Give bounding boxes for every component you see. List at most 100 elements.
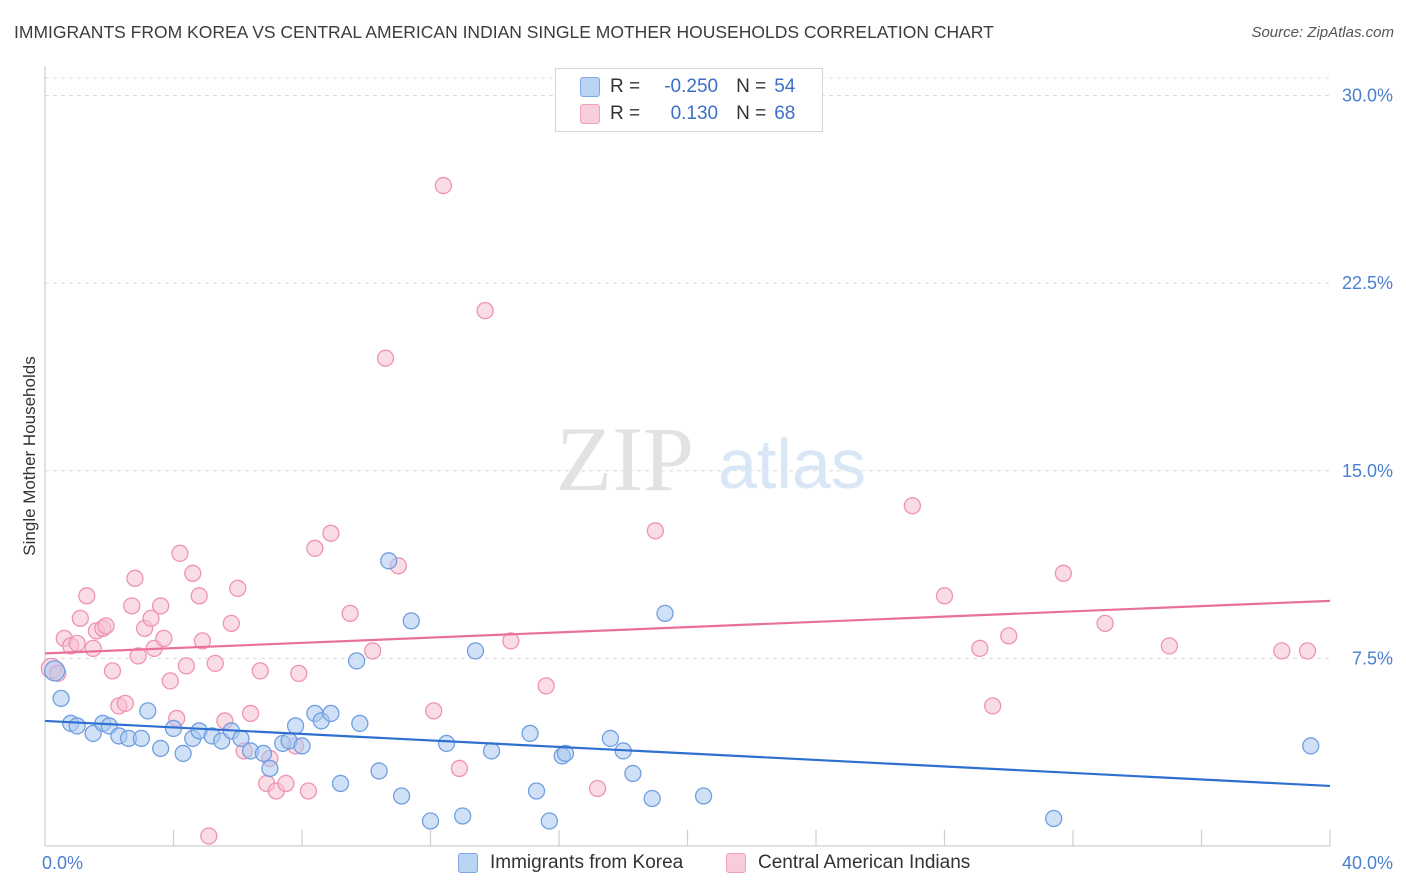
data-point [1000,627,1018,645]
data-point [177,657,196,675]
axes [44,66,1331,847]
data-point [254,744,273,763]
y-tick-label: 30.0% [1342,86,1393,106]
data-point [68,634,86,653]
data-point [370,762,388,780]
trend-line-cai [44,599,1331,655]
data-point [290,664,308,683]
data-point [646,522,665,540]
bottom-legend-korea: Immigrants from Korea [458,852,683,874]
data-point [437,734,456,753]
data-point [129,647,147,665]
data-point [482,742,501,760]
data-point [193,632,212,650]
correlation-legend: R = -0.250 N = 54 R = 0.130 N = 68 [555,68,823,132]
legend-n-value: 68 [774,103,796,124]
data-point [126,569,144,587]
legend-row-cai: R = 0.130 N = 68 [580,101,795,127]
data-point [1298,642,1317,660]
data-point [84,639,102,658]
y-axis-label: Single Mother Households [20,356,39,555]
data-point [903,497,922,515]
data-point [103,662,122,680]
data-point [380,552,398,570]
data-point [161,672,179,690]
data-point [402,612,420,630]
data-point [588,779,607,798]
legend-n-label: N = [736,76,767,97]
data-point [116,694,134,713]
gridlines [45,77,1330,659]
data-point [341,604,359,622]
legend-n-label: N = [736,103,767,124]
legend-row-korea: R = -0.250 N = 54 [580,74,795,100]
watermark-atlas: atlas [718,425,866,503]
data-point [971,639,989,658]
data-point [200,827,218,845]
data-point [521,724,539,743]
data-point [142,609,160,628]
data-point [434,176,453,195]
data-point [71,609,89,628]
y-tick-label: 15.0% [1342,461,1393,481]
legend-r-label: R = [610,76,641,97]
data-point [984,697,1002,715]
data-point [537,677,555,695]
data-point [935,587,954,605]
data-point [190,587,208,605]
data-point [68,717,86,735]
series-central-american-indians [40,176,1317,845]
data-point [694,787,713,805]
data-point [184,564,202,582]
data-point [97,617,115,635]
data-point [502,632,520,650]
x-tick-label: 0.0% [42,853,83,873]
data-point [174,744,192,763]
legend-r-value: 0.130 [670,103,719,124]
bottom-swatch-pink [726,853,746,873]
data-point [453,807,472,825]
data-point [171,544,189,562]
data-point [261,759,279,778]
data-point [151,597,170,615]
data-point [78,587,96,605]
trend-lines [44,599,1331,788]
data-point [306,539,324,557]
data-point [132,729,151,748]
data-point [123,597,141,615]
data-point [52,689,70,708]
legend-r-value: -0.250 [664,76,719,97]
data-point [151,739,170,758]
data-point [527,782,546,800]
data-point [1096,614,1114,633]
data-point [139,702,157,720]
bottom-legend-label: Central American Indians [758,852,971,873]
data-point [421,812,440,830]
tick-labels: 7.5% 15.0% 22.5% 30.0% 0.0% 40.0% [42,86,1393,873]
legend-r-label: R = [610,103,641,124]
data-point [241,704,260,723]
data-point [364,642,382,660]
x-tick-label: 40.0% [1342,853,1393,873]
data-point [425,702,443,720]
data-point [624,764,642,783]
data-point [347,652,366,670]
data-point [322,524,340,542]
chart-title: IMMIGRANTS FROM KOREA VS CENTRAL AMERICA… [14,22,994,42]
data-point [222,614,240,633]
data-point [376,349,395,367]
data-point [656,604,674,622]
watermark-zip: ZIP [556,408,694,510]
data-point [251,662,269,680]
y-tick-label: 7.5% [1352,648,1393,668]
data-point [466,642,485,660]
data-point [476,302,494,320]
data-point [331,774,350,793]
data-point [286,717,305,735]
data-point [1302,737,1320,755]
legend-n-value: 54 [774,76,796,97]
data-point [155,629,173,648]
data-point [556,744,575,763]
bottom-legend-cai: Central American Indians [726,852,970,874]
